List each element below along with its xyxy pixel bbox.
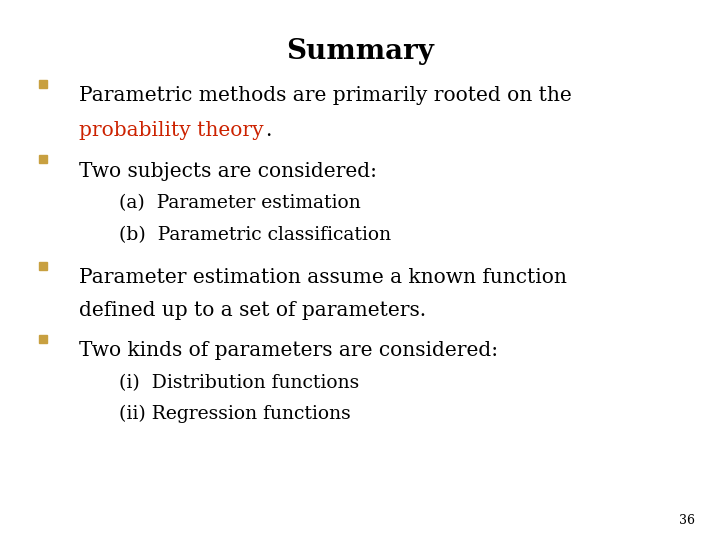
Text: Two subjects are considered:: Two subjects are considered: xyxy=(79,162,377,181)
Text: Parametric methods are primarily rooted on the: Parametric methods are primarily rooted … xyxy=(79,86,572,105)
Text: (i)  Distribution functions: (i) Distribution functions xyxy=(119,374,359,391)
Text: defined up to a set of parameters.: defined up to a set of parameters. xyxy=(79,301,426,320)
Text: (ii) Regression functions: (ii) Regression functions xyxy=(119,405,351,423)
Text: (b)  Parametric classification: (b) Parametric classification xyxy=(119,226,391,244)
Text: Two kinds of parameters are considered:: Two kinds of parameters are considered: xyxy=(79,341,498,360)
Text: probability theory: probability theory xyxy=(79,122,264,140)
Text: .: . xyxy=(265,122,271,140)
Text: (a)  Parameter estimation: (a) Parameter estimation xyxy=(119,194,361,212)
Text: 36: 36 xyxy=(679,514,695,526)
Text: Summary: Summary xyxy=(286,38,434,65)
Text: Parameter estimation assume a known function: Parameter estimation assume a known func… xyxy=(79,268,567,287)
